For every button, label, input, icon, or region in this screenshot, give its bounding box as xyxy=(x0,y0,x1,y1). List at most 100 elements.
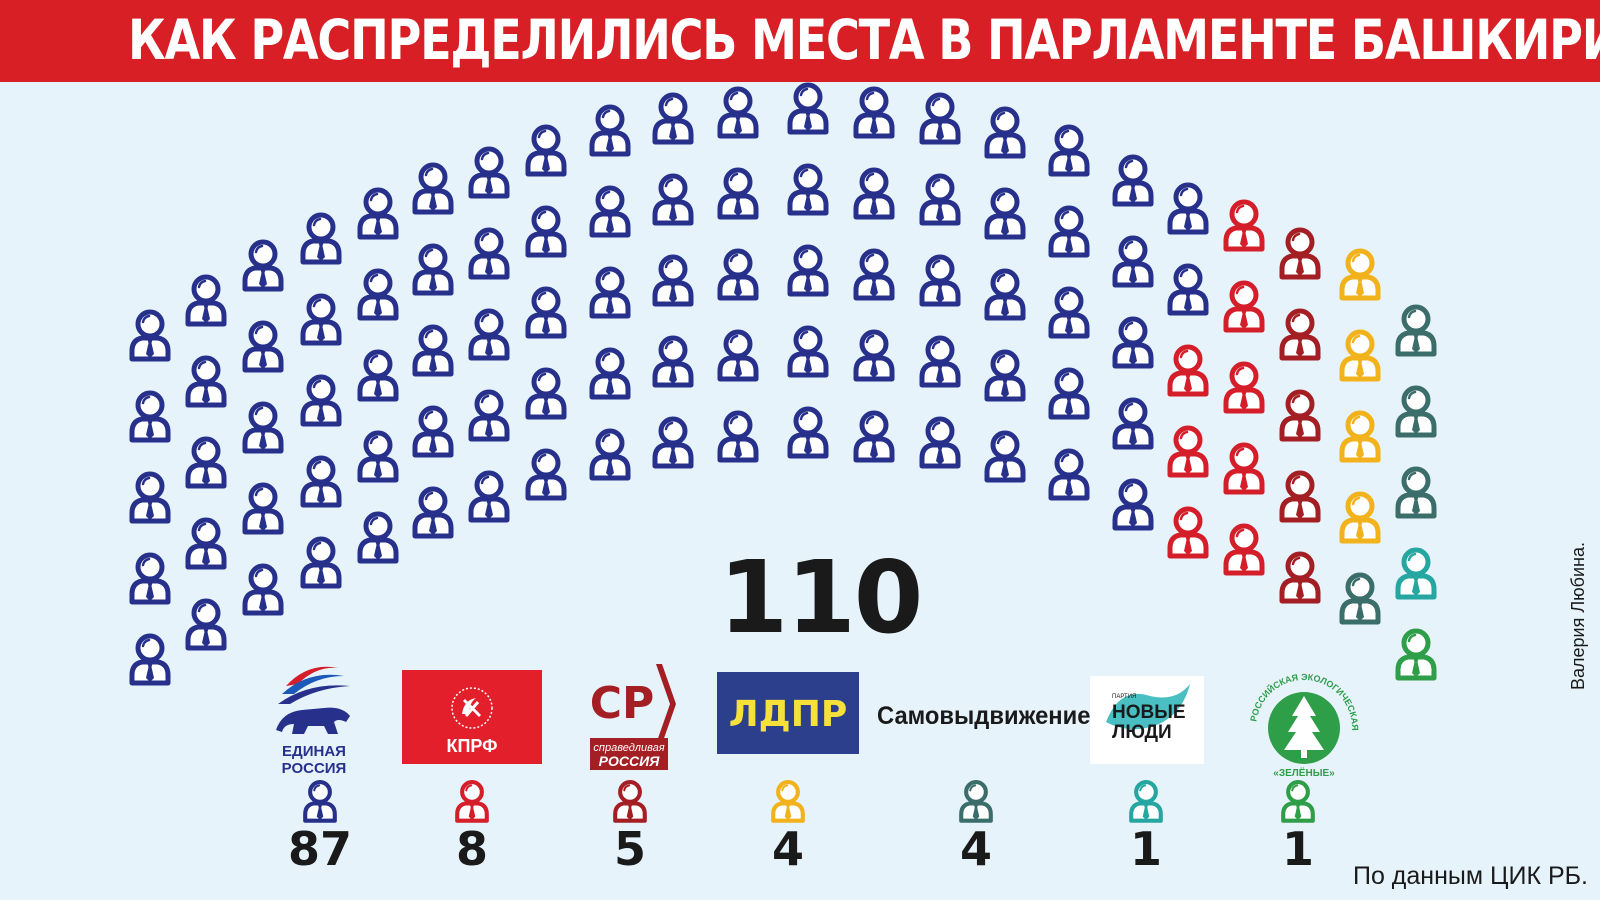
seat-icon xyxy=(589,266,631,319)
seat-icon xyxy=(1167,263,1209,316)
seat-icon xyxy=(1279,470,1321,523)
seat-icon xyxy=(1339,491,1381,544)
seat-icon xyxy=(129,633,171,686)
seat-icon xyxy=(468,389,510,442)
seat-icon xyxy=(919,335,961,388)
seat-icon xyxy=(185,274,227,327)
seat-icon xyxy=(1395,304,1437,357)
seat-icon xyxy=(300,293,342,346)
seat-icon xyxy=(1279,389,1321,442)
selfnom-seat-count: 4 xyxy=(959,822,992,876)
seat-icon xyxy=(1048,448,1090,501)
seat-icon xyxy=(1279,227,1321,280)
sr-logo: СР справедливая РОССИЯ xyxy=(590,664,676,770)
seat-icon xyxy=(853,248,895,301)
seat-icon xyxy=(242,239,284,292)
seat-icon xyxy=(1279,551,1321,604)
seat-icon xyxy=(468,470,510,523)
seat-icon xyxy=(853,167,895,220)
seat-icon xyxy=(357,511,399,564)
kprf-logo-text: КПРФ xyxy=(446,736,497,756)
seat-icon xyxy=(1395,628,1437,681)
seat-icon xyxy=(589,347,631,400)
seat-icon xyxy=(357,430,399,483)
seat-icon xyxy=(185,598,227,651)
seat-icon xyxy=(1048,124,1090,177)
sr-logo-line2: РОССИЯ xyxy=(599,753,661,769)
sr-seat-count: 5 xyxy=(613,822,646,876)
seat-icon xyxy=(1112,397,1154,450)
seat-icon xyxy=(525,286,567,339)
seat-icon xyxy=(300,374,342,427)
seat-icon xyxy=(787,82,829,135)
seat-icon xyxy=(919,416,961,469)
source-note: По данным ЦИК РБ. xyxy=(1352,862,1588,890)
nl-seat-icon xyxy=(1129,780,1163,823)
sr-logo-mark: СР xyxy=(590,678,655,729)
seat-icon xyxy=(589,428,631,481)
seat-icon xyxy=(185,436,227,489)
greens-seat-count: 1 xyxy=(1281,822,1314,876)
nl-logo-line2: ЛЮДИ xyxy=(1112,722,1172,743)
seat-icon xyxy=(919,173,961,226)
seat-icon xyxy=(357,268,399,321)
seat-icon xyxy=(1167,182,1209,235)
seat-icon xyxy=(185,355,227,408)
party-kprf: 8 xyxy=(382,778,562,874)
seat-icon xyxy=(984,349,1026,402)
sr-seat-icon xyxy=(613,780,647,823)
seat-icon xyxy=(1167,506,1209,559)
seat-icon xyxy=(717,167,759,220)
seat-icon xyxy=(129,552,171,605)
seat-icon xyxy=(853,329,895,382)
seat-icon xyxy=(652,254,694,307)
selfnom-seat-icon xyxy=(959,780,993,823)
seat-icon xyxy=(853,86,895,139)
seat-icon xyxy=(1223,280,1265,333)
ldpr-seat-icon xyxy=(771,780,805,823)
seat-icon xyxy=(1112,316,1154,369)
seat-icon xyxy=(589,185,631,238)
seat-icon xyxy=(919,92,961,145)
seat-icon xyxy=(1048,367,1090,420)
nl-seat-count: 1 xyxy=(1129,822,1162,876)
seat-icon xyxy=(525,205,567,258)
er-seat-count: 87 xyxy=(287,822,352,876)
seat-icon xyxy=(1223,199,1265,252)
seat-icon xyxy=(468,227,510,280)
total-seats: 110 xyxy=(718,539,924,656)
greens-logo-name: «ЗЕЛЁНЫЕ» xyxy=(1273,766,1335,778)
ldpr-seat-count: 4 xyxy=(771,822,804,876)
seat-icon xyxy=(1112,235,1154,288)
seat-icon xyxy=(787,163,829,216)
seat-icon xyxy=(1048,205,1090,258)
seat-icon xyxy=(1339,248,1381,301)
ldpr-logo-text: ЛДПР xyxy=(729,694,847,735)
seat-icon xyxy=(1112,154,1154,207)
seat-icon xyxy=(412,162,454,215)
seat-icon xyxy=(129,471,171,524)
party-new-people: 1 xyxy=(1056,778,1236,874)
seat-icon xyxy=(652,416,694,469)
kprf-seat-icon xyxy=(455,780,489,823)
ldpr-logo: ЛДПР xyxy=(717,672,859,754)
seat-icon xyxy=(919,254,961,307)
er-logo-line2: РОССИЯ xyxy=(282,760,347,777)
seat-icon xyxy=(1167,344,1209,397)
author-credit: Валерия Любина. xyxy=(1568,542,1588,690)
seat-icon xyxy=(1223,442,1265,495)
seat-icon xyxy=(1167,425,1209,478)
seat-icon xyxy=(412,405,454,458)
seat-icon xyxy=(787,244,829,297)
seat-icon xyxy=(1339,329,1381,382)
seat-icon xyxy=(412,243,454,296)
seat-icon xyxy=(652,92,694,145)
seat-icon xyxy=(412,324,454,377)
seat-icon xyxy=(242,320,284,373)
seat-icon xyxy=(787,325,829,378)
chart-title: КАК РАСПРЕДЕЛИЛИСЬ МЕСТА В ПАРЛАМЕНТЕ БА… xyxy=(128,8,1600,72)
seat-icon xyxy=(357,349,399,402)
nl-logo-line1: НОВЫЕ xyxy=(1112,702,1186,723)
seat-icon xyxy=(652,335,694,388)
